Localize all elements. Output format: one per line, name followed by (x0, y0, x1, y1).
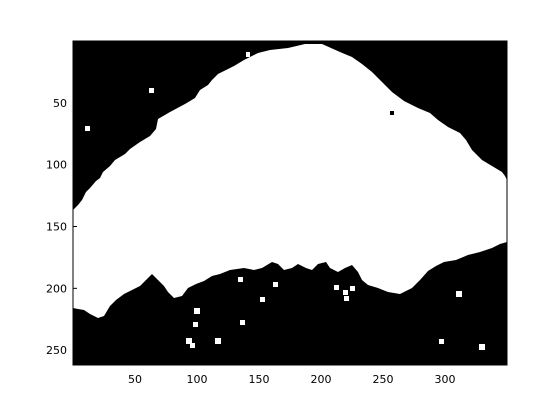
axes-frame (72, 40, 508, 366)
speck (479, 344, 485, 350)
mask-hole (390, 111, 394, 115)
speck (273, 282, 278, 287)
speck (240, 320, 245, 325)
x-tick-label: 100 (187, 373, 208, 386)
speck (193, 322, 198, 327)
speck (456, 291, 462, 297)
speck (344, 296, 349, 301)
speck (334, 285, 339, 290)
speck (350, 286, 355, 291)
y-tick-label: 100 (46, 159, 67, 172)
x-tick-label: 300 (435, 373, 456, 386)
y-tick-label: 250 (46, 344, 67, 357)
speck (85, 126, 90, 131)
x-tick-label: 50 (128, 373, 142, 386)
y-tick-label: 50 (53, 97, 67, 110)
plot-area (73, 41, 507, 365)
speck (246, 52, 250, 57)
x-tick-label: 150 (249, 373, 270, 386)
speck (439, 339, 444, 344)
y-tick-label: 150 (46, 220, 67, 233)
y-axis: 50 100 150 200 250 (46, 97, 77, 357)
speck (190, 343, 195, 348)
speck (149, 88, 154, 93)
speck (215, 338, 221, 344)
y-tick-label: 200 (46, 282, 67, 295)
speck (343, 290, 348, 295)
mask-blob (73, 44, 507, 318)
x-tick-label: 250 (373, 373, 394, 386)
speck (260, 297, 265, 302)
speck (194, 308, 200, 314)
speck (186, 338, 192, 344)
mask-specks (85, 52, 485, 350)
speck (238, 277, 243, 282)
x-tick-label: 200 (311, 373, 332, 386)
x-axis: 50 100 150 200 250 300 (128, 361, 456, 386)
